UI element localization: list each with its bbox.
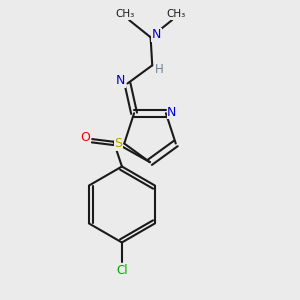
Text: N: N bbox=[116, 74, 125, 87]
Text: N: N bbox=[152, 28, 161, 41]
Text: CH₃: CH₃ bbox=[116, 9, 135, 19]
Text: N: N bbox=[167, 106, 176, 119]
Text: CH₃: CH₃ bbox=[167, 9, 186, 19]
Text: Cl: Cl bbox=[116, 264, 128, 277]
Text: H: H bbox=[155, 63, 164, 76]
Text: O: O bbox=[80, 130, 90, 144]
Text: S: S bbox=[114, 137, 122, 150]
